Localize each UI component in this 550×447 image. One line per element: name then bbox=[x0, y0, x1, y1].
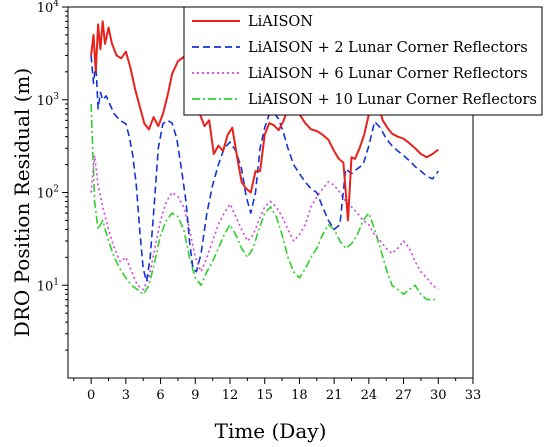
x-tick-label-2: 6 bbox=[156, 388, 164, 403]
x-tick-label-7: 21 bbox=[326, 388, 343, 403]
legend-label-1: LiAISON + 2 Lunar Corner Reflectors bbox=[248, 40, 528, 56]
series-line-2 bbox=[90, 154, 439, 291]
x-tick-label-8: 24 bbox=[361, 388, 378, 403]
legend-box bbox=[183, 6, 543, 116]
series-line-3 bbox=[90, 103, 439, 301]
x-axis-title: Time (Day) bbox=[215, 419, 327, 443]
x-tick-label-11: 33 bbox=[465, 388, 482, 403]
x-tick-label-3: 9 bbox=[191, 388, 199, 403]
x-tick-label-10: 30 bbox=[430, 388, 447, 403]
legend-label-0: LiAISON bbox=[248, 14, 313, 30]
y-tick-label-0: 101 bbox=[37, 277, 59, 294]
y-tick-label-3: 104 bbox=[37, 0, 60, 16]
y-axis-title: DRO Position Residual (m) bbox=[10, 68, 34, 337]
x-tick-label-4: 12 bbox=[222, 388, 239, 403]
x-tick-label-1: 3 bbox=[122, 388, 130, 403]
legend-label-2: LiAISON + 6 Lunar Corner Reflectors bbox=[248, 66, 528, 82]
legend: LiAISON LiAISON + 2 Lunar Corner Reflecto… bbox=[183, 6, 543, 116]
x-tick-label-0: 0 bbox=[87, 388, 95, 403]
x-tick-label-9: 27 bbox=[395, 388, 412, 403]
y-tick-label-2: 103 bbox=[37, 92, 60, 109]
x-tick-label-6: 18 bbox=[291, 388, 308, 403]
axes: 0 3 6 9 12 15 18 21 24 27 30 33 101 102 103 104 bbox=[37, 0, 482, 403]
x-tick-label-5: 15 bbox=[256, 388, 273, 403]
series-line-1 bbox=[90, 55, 439, 283]
legend-label-3: LiAISON + 10 Lunar Corner Reflectors bbox=[248, 92, 537, 108]
y-tick-label-1: 102 bbox=[37, 185, 59, 202]
